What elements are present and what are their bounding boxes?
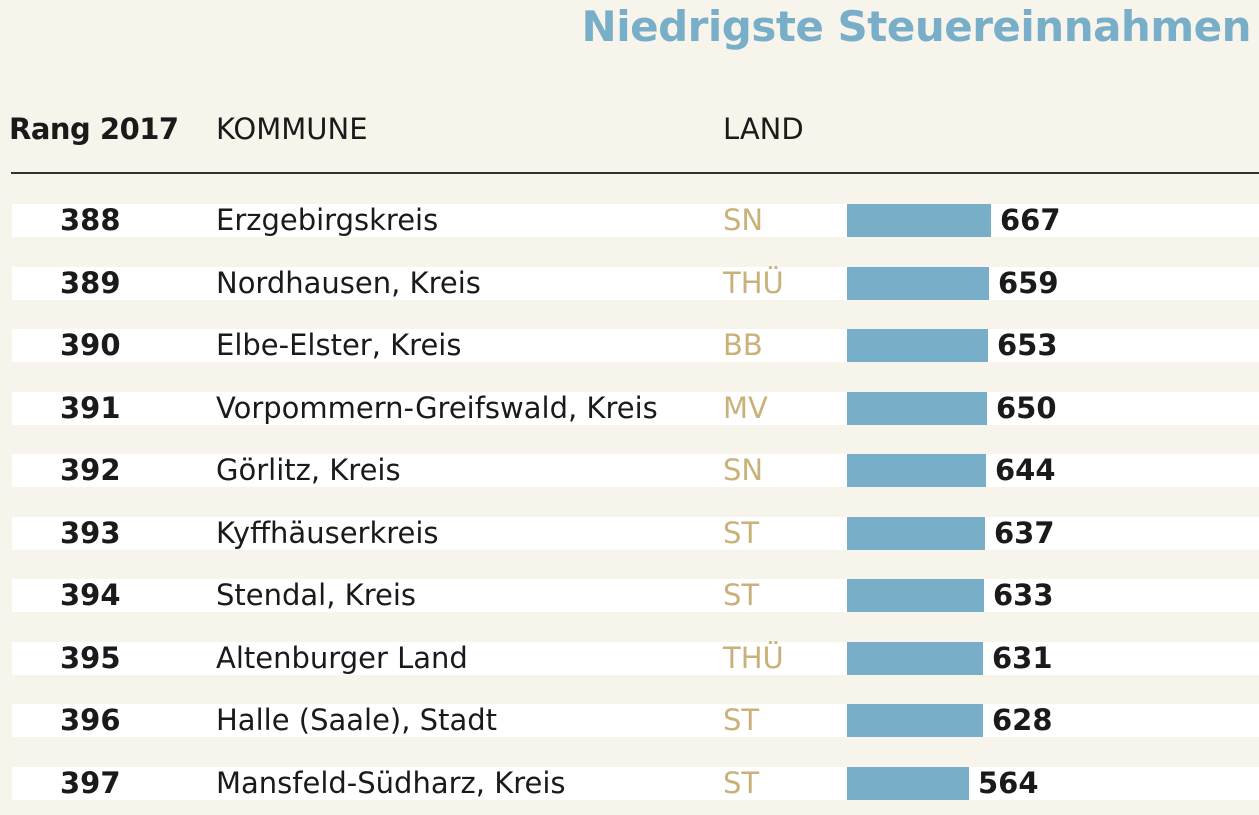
header-land: LAND bbox=[723, 112, 804, 146]
value-bar bbox=[847, 704, 983, 737]
table-row: 395 Altenburger Land THÜ 631 bbox=[0, 628, 1259, 690]
rank-cell: 396 bbox=[60, 703, 121, 737]
header-rank: Rang 2017 bbox=[9, 112, 179, 146]
value-bar bbox=[847, 579, 984, 612]
kommune-cell: Görlitz, Kreis bbox=[216, 453, 401, 487]
rank-cell: 391 bbox=[60, 390, 121, 425]
value-bar bbox=[847, 266, 989, 300]
value-bar bbox=[847, 454, 986, 487]
land-cell: SN bbox=[723, 203, 764, 237]
table-header: Rang 2017 KOMMUNE LAND bbox=[0, 112, 1259, 156]
value-label: 564 bbox=[978, 765, 1039, 800]
header-kommune: KOMMUNE bbox=[216, 112, 368, 146]
kommune-cell: Altenburger Land bbox=[216, 640, 468, 675]
table-row: 397 Mansfeld-Südharz, Kreis ST 564 bbox=[0, 753, 1259, 815]
value-label: 628 bbox=[992, 703, 1053, 737]
rank-cell: 397 bbox=[60, 765, 121, 800]
table-row: 390 Elbe-Elster, Kreis BB 653 bbox=[0, 315, 1259, 377]
row-background bbox=[12, 516, 1259, 550]
value-bar bbox=[847, 204, 991, 237]
land-cell: SN bbox=[723, 453, 764, 487]
table-row: 391 Vorpommern-Greifswald, Kreis MV 650 bbox=[0, 378, 1259, 440]
kommune-cell: Vorpommern-Greifswald, Kreis bbox=[216, 390, 658, 425]
land-cell: ST bbox=[723, 703, 760, 737]
kommune-cell: Stendal, Kreis bbox=[216, 578, 416, 612]
value-label: 650 bbox=[996, 390, 1057, 425]
rank-cell: 388 bbox=[60, 203, 121, 237]
row-background bbox=[12, 391, 1259, 425]
row-background bbox=[12, 266, 1259, 300]
table-row: 389 Nordhausen, Kreis THÜ 659 bbox=[0, 253, 1259, 315]
kommune-cell: Mansfeld-Südharz, Kreis bbox=[216, 765, 566, 800]
value-bar bbox=[847, 766, 969, 800]
value-label: 633 bbox=[993, 578, 1054, 612]
land-cell: MV bbox=[723, 390, 768, 425]
value-label: 631 bbox=[992, 640, 1053, 675]
row-background bbox=[12, 641, 1259, 675]
land-cell: THÜ bbox=[723, 640, 784, 675]
value-bar bbox=[847, 641, 983, 675]
value-bar bbox=[847, 516, 985, 550]
row-background bbox=[12, 704, 1259, 737]
kommune-cell: Kyffhäuserkreis bbox=[216, 515, 439, 550]
row-background bbox=[12, 204, 1259, 237]
rank-cell: 389 bbox=[60, 265, 121, 300]
kommune-cell: Erzgebirgskreis bbox=[216, 203, 439, 237]
rank-cell: 394 bbox=[60, 578, 121, 612]
value-label: 659 bbox=[998, 265, 1059, 300]
land-cell: THÜ bbox=[723, 265, 784, 300]
kommune-cell: Nordhausen, Kreis bbox=[216, 265, 481, 300]
value-label: 637 bbox=[994, 515, 1055, 550]
value-bar bbox=[847, 391, 987, 425]
header-divider bbox=[11, 172, 1259, 174]
land-cell: ST bbox=[723, 765, 760, 800]
table-row: 388 Erzgebirgskreis SN 667 bbox=[0, 190, 1259, 252]
chart-title: Niedrigste Steuereinnahmen bbox=[581, 2, 1252, 51]
kommune-cell: Halle (Saale), Stadt bbox=[216, 703, 497, 737]
land-cell: ST bbox=[723, 578, 760, 612]
row-background bbox=[12, 329, 1259, 362]
row-background bbox=[12, 766, 1259, 800]
rank-cell: 390 bbox=[60, 328, 121, 362]
row-background bbox=[12, 579, 1259, 612]
kommune-cell: Elbe-Elster, Kreis bbox=[216, 328, 462, 362]
land-cell: BB bbox=[723, 328, 763, 362]
rank-cell: 392 bbox=[60, 453, 121, 487]
land-cell: ST bbox=[723, 515, 760, 550]
table-row: 392 Görlitz, Kreis SN 644 bbox=[0, 440, 1259, 502]
rank-cell: 395 bbox=[60, 640, 121, 675]
table-row: 394 Stendal, Kreis ST 633 bbox=[0, 565, 1259, 627]
table-row: 393 Kyffhäuserkreis ST 637 bbox=[0, 503, 1259, 565]
table-row: 396 Halle (Saale), Stadt ST 628 bbox=[0, 690, 1259, 752]
value-label: 667 bbox=[1000, 203, 1061, 237]
rank-cell: 393 bbox=[60, 515, 121, 550]
value-label: 653 bbox=[997, 328, 1058, 362]
row-background bbox=[12, 454, 1259, 487]
value-label: 644 bbox=[995, 453, 1056, 487]
value-bar bbox=[847, 329, 988, 362]
